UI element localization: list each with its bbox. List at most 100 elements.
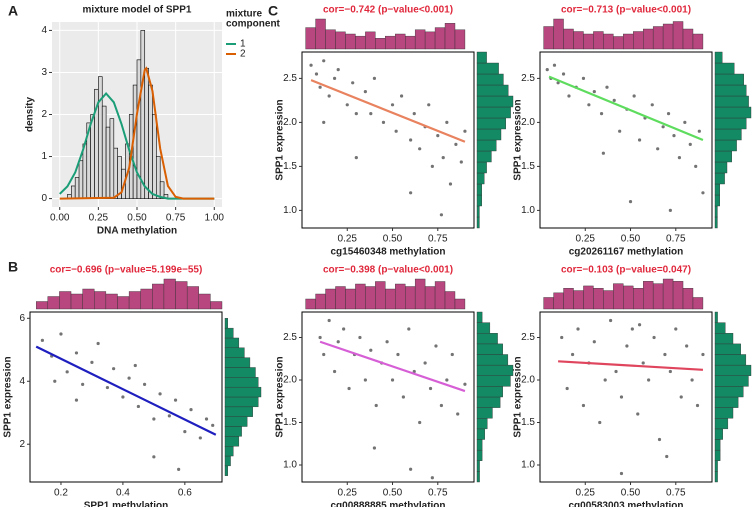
y-tick-label: 0 xyxy=(41,193,47,204)
point xyxy=(603,378,607,382)
x-tick-label: 0.75 xyxy=(666,488,686,499)
marginal-bar xyxy=(476,139,497,152)
point xyxy=(545,68,549,72)
x-tick-label: 0.25 xyxy=(89,213,109,224)
point xyxy=(619,395,624,399)
point xyxy=(677,156,682,160)
point xyxy=(390,378,395,382)
histogram-bar xyxy=(90,114,95,199)
legend-title: component xyxy=(226,19,281,30)
point xyxy=(394,129,398,133)
chart-title: cor=−0.742 (p−value<0.001) xyxy=(323,5,453,16)
marginal-bar xyxy=(224,386,262,398)
fit-line xyxy=(558,360,704,371)
point xyxy=(336,340,340,344)
point xyxy=(136,404,140,409)
legend-label: 2 xyxy=(240,49,246,60)
marginal-bar xyxy=(714,354,747,366)
marginal-bar xyxy=(175,281,188,310)
x-tick-label: 0.75 xyxy=(166,213,186,224)
marginal-bar xyxy=(623,33,634,50)
point xyxy=(167,414,171,418)
x-axis-label: cg00888885 methylation xyxy=(330,501,445,507)
marginal-bar xyxy=(345,33,356,50)
chart-title: cor=−0.713 (p−value<0.001) xyxy=(561,5,691,16)
point xyxy=(211,423,215,427)
marginal-bar xyxy=(573,31,584,50)
point xyxy=(628,200,633,204)
marginal-bar xyxy=(476,354,509,366)
histogram-bar xyxy=(78,160,84,199)
histogram-bar xyxy=(140,30,146,199)
marginal-bar xyxy=(613,36,624,50)
x-tick-label: 0.2 xyxy=(54,488,68,499)
point xyxy=(641,361,645,365)
point xyxy=(552,63,557,67)
marginal-bar xyxy=(476,428,485,440)
marginal-bar xyxy=(643,281,654,310)
point xyxy=(133,363,137,368)
histogram-bar xyxy=(71,185,76,199)
point xyxy=(697,129,701,133)
point xyxy=(65,370,69,374)
marginal-bar xyxy=(714,117,747,130)
y-tick-label: 1 xyxy=(41,151,47,162)
y-tick-label: 2.0 xyxy=(283,375,297,386)
marginal-bar xyxy=(714,161,728,174)
marginal-bar xyxy=(224,436,240,447)
marginal-bar xyxy=(94,291,107,310)
marginal-bar xyxy=(714,183,721,196)
point xyxy=(204,417,209,421)
marginal-bar xyxy=(224,406,253,417)
plot-frame xyxy=(29,311,223,483)
point xyxy=(688,142,692,146)
marginal-bar xyxy=(672,281,684,310)
x-tick-label: 0.25 xyxy=(576,234,596,245)
point xyxy=(189,407,193,412)
marginal-bar xyxy=(714,62,735,75)
marginal-bar xyxy=(476,194,483,207)
point xyxy=(445,378,449,382)
chart-title: cor=−0.398 (p−value<0.001) xyxy=(323,265,453,276)
marginal-bar xyxy=(345,288,356,310)
y-tick-label: 6 xyxy=(19,313,25,324)
point xyxy=(322,352,326,357)
point xyxy=(657,437,662,442)
point xyxy=(637,323,642,327)
y-tick-label: 1.5 xyxy=(521,417,535,428)
marginal-bar xyxy=(59,291,72,310)
point xyxy=(463,382,467,386)
point xyxy=(647,378,651,382)
point xyxy=(430,476,434,480)
marginal-bar xyxy=(662,278,674,310)
marginal-bar xyxy=(375,38,386,50)
marginal-bar xyxy=(476,418,488,430)
marginal-bar xyxy=(117,296,130,310)
point xyxy=(619,471,624,476)
point xyxy=(601,151,605,155)
marginal-bar xyxy=(365,31,376,50)
x-tick-label: 0.25 xyxy=(338,234,358,245)
chart-title: mixture model of SPP1 xyxy=(83,5,192,16)
x-tick-label: 0.75 xyxy=(666,234,686,245)
marginal-bar xyxy=(224,416,248,427)
marginal-bar xyxy=(70,293,83,310)
marginal-bar xyxy=(476,449,483,461)
panel-label: A xyxy=(8,3,18,19)
point xyxy=(701,191,705,195)
point xyxy=(81,382,85,387)
point xyxy=(318,335,322,340)
marginal-bar xyxy=(643,28,654,50)
marginal-bar xyxy=(476,407,493,419)
y-tick-label: 2 xyxy=(41,109,47,120)
marginal-bar xyxy=(385,288,396,310)
y-axis-label: SPP1 expression xyxy=(275,99,286,180)
point xyxy=(632,94,636,98)
histogram-bar xyxy=(109,118,115,199)
marginal-bar xyxy=(476,106,511,119)
point xyxy=(434,344,438,348)
point xyxy=(439,213,444,217)
marginal-bar xyxy=(325,29,336,50)
point xyxy=(372,446,377,450)
marginal-bar xyxy=(714,73,744,86)
